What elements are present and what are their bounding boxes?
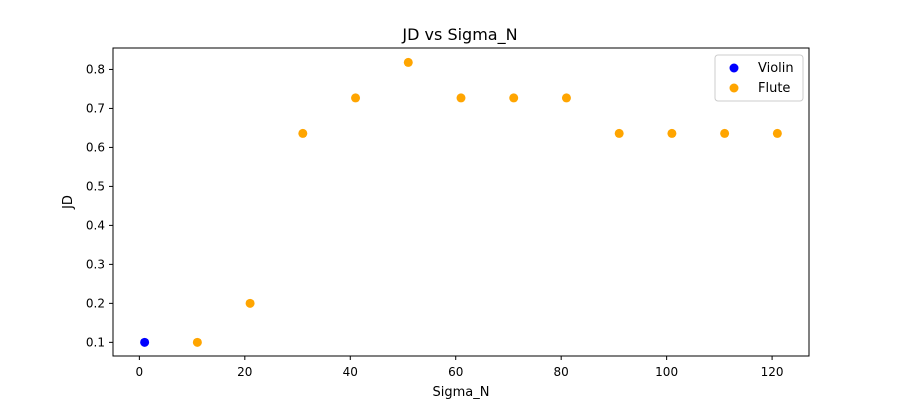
y-tick-label: 0.6 [86, 140, 105, 154]
legend-label-flute: Flute [758, 81, 790, 96]
chart-title: JD vs Sigma_N [401, 25, 517, 45]
data-point-violin [140, 337, 150, 347]
data-point-flute [509, 93, 519, 103]
data-point-flute [351, 93, 361, 103]
data-point-flute [298, 128, 308, 138]
data-point-flute [614, 128, 624, 138]
y-tick-label: 0.4 [86, 218, 105, 232]
x-tick-label: 60 [448, 365, 463, 379]
y-tick-label: 0.1 [86, 335, 105, 349]
x-tick-label: 40 [343, 365, 358, 379]
legend-label-violin: Violin [758, 61, 794, 76]
y-axis-label: JD [61, 195, 76, 210]
data-point-flute [403, 57, 413, 67]
x-tick-label: 80 [554, 365, 569, 379]
data-point-flute [667, 128, 677, 138]
plot-area [112, 47, 810, 357]
data-point-flute [561, 93, 571, 103]
data-point-flute [245, 298, 255, 308]
x-tick-label: 100 [655, 365, 678, 379]
y-tick-label: 0.5 [86, 179, 105, 193]
y-tick-label: 0.8 [86, 62, 105, 76]
data-point-flute [456, 93, 466, 103]
data-point-flute [772, 128, 782, 138]
x-tick-label: 20 [237, 365, 252, 379]
y-axis: 0.1 0.2 0.3 0.4 0.5 0.6 0.7 0.8 [86, 62, 113, 349]
x-axis: 0 20 40 60 80 100 120 [136, 356, 784, 379]
y-tick-label: 0.7 [86, 101, 105, 115]
x-tick-label: 0 [136, 365, 144, 379]
y-tick-label: 0.2 [86, 296, 105, 310]
x-axis-label: Sigma_N [433, 385, 490, 400]
legend-marker-violin [729, 63, 739, 73]
y-tick-label: 0.3 [86, 257, 105, 271]
data-point-flute [720, 128, 730, 138]
plot-frame [112, 47, 810, 357]
data-points [140, 57, 782, 347]
legend: Violin Flute [714, 54, 804, 102]
legend-marker-flute [729, 83, 739, 93]
x-tick-label: 120 [761, 365, 784, 379]
data-point-flute [192, 337, 202, 347]
